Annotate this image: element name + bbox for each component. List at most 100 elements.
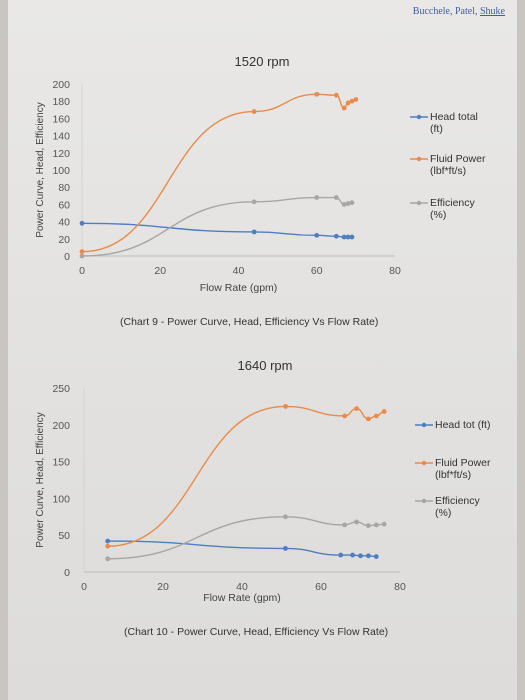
chart-2-series-line-3: [107, 516, 385, 560]
chart-2-title: 1640 rpm: [238, 358, 293, 373]
chart-1-data-point: [79, 253, 85, 259]
chart-1-y-axis-label: Power Curve, Head, Efficiency: [35, 102, 46, 237]
chart-2-data-point: [283, 404, 288, 409]
chart-2-data-point: [342, 522, 348, 528]
chart-1-y-tick-label: 100: [52, 165, 70, 177]
chart-10-caption: (Chart 10 - Power Curve, Head, Efficienc…: [124, 626, 389, 638]
chart-2-y-tick-label: 0: [64, 567, 70, 579]
chart-1-y-tick-label: 20: [58, 234, 70, 246]
chart-2-legend-label: Fluid Power: [435, 457, 491, 469]
chart-1-x-tick-label: 20: [154, 265, 166, 277]
chart-1-y-tick-label: 180: [52, 96, 70, 108]
chart-2-data-point: [366, 523, 371, 529]
chart-2-data-point: [381, 409, 387, 414]
chart-2-x-tick-label: 60: [315, 581, 327, 593]
chart-2-data-point: [366, 553, 371, 559]
chart-1-data-point: [345, 234, 351, 240]
chart-1-data-point: [349, 200, 355, 206]
chart-2-y-tick-label: 150: [52, 457, 70, 469]
chart-1-legend-label: Head total: [430, 111, 478, 123]
chart-2-data-point: [373, 522, 379, 528]
author-names-last: Shuke: [480, 6, 505, 17]
chart-2-y-tick-label: 200: [52, 420, 70, 432]
chart-2-legend-label: Efficiency: [435, 495, 480, 507]
chart-2-legend-label: (lbf*ft/s): [435, 469, 471, 481]
chart-9-caption: (Chart 9 - Power Curve, Head, Efficiency…: [120, 316, 379, 328]
chart-1-legend-swatch-marker: [416, 156, 422, 162]
chart-2-y-tick-label: 100: [52, 493, 70, 505]
author-names-text: Bucchele, Patel,: [412, 6, 478, 17]
chart-1-data-point: [345, 100, 351, 106]
chart-1-data-point: [314, 195, 320, 200]
chart-2-series-line-1: [107, 540, 377, 558]
chart-1-series-line-3: [81, 196, 352, 257]
chart-1-data-point: [333, 92, 339, 98]
chart-1-legend-label: Efficiency: [430, 197, 475, 209]
chart-1-y-tick-label: 160: [52, 113, 70, 125]
chart-1-data-point: [251, 199, 257, 205]
chart-2-data-point: [358, 553, 363, 559]
chart-1-data-point: [349, 98, 355, 104]
chart-2-legend-label: (%): [435, 507, 451, 519]
chart-2-data-point: [283, 546, 288, 551]
chart-2-x-tick-label: 80: [394, 581, 406, 593]
chart-2-data-point: [283, 514, 288, 520]
chart-2-x-tick-label: 40: [236, 581, 248, 593]
chart-1-x-tick-label: 80: [389, 265, 401, 277]
chart-1-data-point: [79, 220, 85, 226]
chart-2-x-tick-label: 20: [157, 581, 169, 593]
chart-2-data-point: [381, 521, 387, 527]
chart-2-legend-label: Head tot (ft): [435, 419, 490, 431]
chart-1-data-point: [79, 249, 85, 255]
chart-2-x-axis-label: Flow Rate (gpm): [203, 592, 281, 604]
chart-1-x-tick-label: 60: [311, 265, 323, 277]
chart-1-series-line-1: [81, 222, 352, 238]
chart-2-data-point: [354, 406, 359, 412]
chart-1-data-point: [349, 234, 355, 240]
chart-1-data-point: [341, 105, 347, 111]
chart-2-data-point: [366, 416, 371, 422]
chart-2-y-tick-label: 250: [52, 383, 70, 395]
chart-1-title: 1520 rpm: [235, 54, 290, 69]
chart-2-data-point: [105, 543, 111, 549]
chart-2-legend-swatch-marker: [421, 422, 427, 428]
chart-1-data-point: [251, 109, 257, 114]
chart-1-y-tick-label: 120: [52, 148, 70, 160]
chart-1-y-tick-label: 80: [58, 182, 70, 194]
chart-1-data-point: [314, 91, 320, 97]
chart-1-y-tick-label: 140: [52, 131, 70, 143]
chart-1-y-tick-label: 40: [58, 217, 70, 229]
chart-1-data-point: [353, 97, 359, 102]
chart-1-data-point: [314, 232, 320, 238]
chart-1-y-tick-label: 0: [64, 251, 70, 263]
chart-2-data-point: [350, 552, 355, 558]
chart-2-data-point: [105, 556, 111, 562]
chart-1-legend-swatch-marker: [416, 200, 422, 206]
chart-1-data-point: [333, 233, 339, 239]
chart-2-data-point: [373, 554, 379, 559]
chart-1-legend-label: (ft): [430, 123, 443, 135]
chart-1-legend-label: (%): [430, 209, 446, 221]
chart-1-x-tick-label: 0: [79, 265, 85, 277]
author-names: Bucchele, Patel, Shuke: [413, 6, 505, 17]
chart-2-y-axis-label: Power Curve, Head, Efficiency: [35, 412, 46, 547]
chart-1-data-point: [345, 201, 351, 206]
chart-2-data-point: [354, 519, 359, 525]
chart-1-x-axis-label: Flow Rate (gpm): [200, 282, 278, 294]
chart-2-legend-swatch-marker: [421, 498, 427, 504]
chart-2-data-point: [338, 552, 344, 558]
chart-1-legend-swatch-marker: [416, 114, 422, 120]
chart-2-x-tick-label: 0: [81, 581, 87, 593]
chart-1-data-point: [333, 195, 339, 200]
chart-2-legend-swatch-marker: [421, 460, 427, 466]
chart-1-data-point: [341, 202, 347, 207]
chart-1-y-tick-label: 60: [58, 199, 70, 211]
chart-1-legend-label: Fluid Power: [430, 153, 486, 165]
chart-2-data-point: [105, 538, 111, 544]
chart-1-x-tick-label: 40: [233, 265, 245, 277]
paper-page: [8, 0, 517, 700]
chart-1-y-tick-label: 200: [52, 79, 70, 91]
chart-1-data-point: [341, 234, 347, 240]
chart-2-data-point: [342, 413, 348, 419]
